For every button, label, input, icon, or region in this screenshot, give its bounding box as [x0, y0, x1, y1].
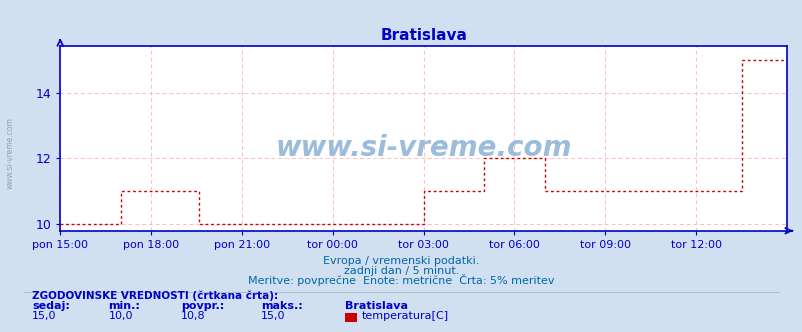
Text: povpr.:: povpr.: — [180, 301, 224, 311]
Text: 10,0: 10,0 — [108, 311, 133, 321]
Text: Bratislava: Bratislava — [345, 301, 407, 311]
Text: 10,8: 10,8 — [180, 311, 205, 321]
Text: 15,0: 15,0 — [261, 311, 286, 321]
Text: temperatura[C]: temperatura[C] — [361, 311, 448, 321]
Text: zadnji dan / 5 minut.: zadnji dan / 5 minut. — [343, 266, 459, 276]
Text: Evropa / vremenski podatki.: Evropa / vremenski podatki. — [323, 256, 479, 266]
Text: sedaj:: sedaj: — [32, 301, 70, 311]
Text: min.:: min.: — [108, 301, 140, 311]
Text: www.si-vreme.com: www.si-vreme.com — [275, 134, 571, 162]
Title: Bratislava: Bratislava — [379, 28, 467, 42]
Text: maks.:: maks.: — [261, 301, 302, 311]
Text: 15,0: 15,0 — [32, 311, 57, 321]
Text: www.si-vreme.com: www.si-vreme.com — [6, 117, 15, 189]
Text: Meritve: povprečne  Enote: metrične  Črta: 5% meritev: Meritve: povprečne Enote: metrične Črta:… — [248, 274, 554, 286]
Text: ZGODOVINSKE VREDNOSTI (črtkana črta):: ZGODOVINSKE VREDNOSTI (črtkana črta): — [32, 290, 278, 301]
